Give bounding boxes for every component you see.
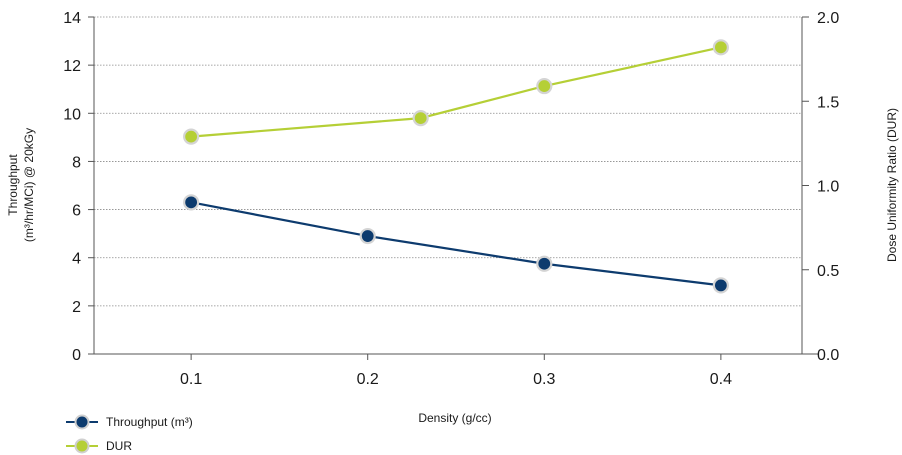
y-left-tick-label: 8 — [72, 154, 81, 171]
y-left-axis-title-line2: (m³/hr/MCi) @ 20kGy — [22, 128, 36, 242]
y-right-tick-label: 2.0 — [817, 10, 839, 27]
legend-marker-dur — [74, 438, 90, 454]
y-left-tick-label: 4 — [72, 251, 81, 268]
data-point-dur — [412, 109, 429, 127]
legend-label-throughput: Throughput (m³) — [106, 415, 193, 429]
data-point-throughput — [183, 194, 200, 211]
series-line-throughput — [190, 201, 722, 287]
x-tick-label: 0.2 — [357, 371, 379, 388]
data-point-throughput — [359, 227, 376, 245]
axes — [88, 16, 818, 360]
data-point-throughput — [536, 255, 553, 272]
y-left-tick-label: 10 — [63, 106, 81, 123]
data-point-throughput — [712, 277, 729, 294]
x-axis-title: Density (g/cc) — [418, 411, 491, 425]
x-tick-label: 0.1 — [180, 371, 202, 388]
y-left-tick-label: 0 — [72, 347, 81, 364]
x-tick-label: 0.3 — [533, 371, 555, 388]
legend-item-dur: DUR — [66, 438, 132, 454]
tick-labels: 0 2 4 6 8 10 12 14 0.0 0.5 1.0 1.5 2.0 0.1 0.2 0.3 0.4 — [63, 10, 839, 388]
series-layer — [183, 39, 729, 294]
y-left-tick-label: 2 — [72, 299, 81, 316]
series-line-dur — [191, 46, 722, 138]
y-right-tick-label: 1.0 — [817, 179, 839, 196]
legend-item-throughput: Throughput (m³) — [66, 414, 193, 430]
y-left-tick-label: 6 — [72, 203, 81, 220]
legend-label-dur: DUR — [106, 439, 132, 453]
legend-marker-throughput — [74, 414, 90, 430]
y-right-axis-title: Dose Uniformity Ratio (DUR) — [885, 108, 899, 262]
y-right-tick-label: 0.5 — [817, 263, 839, 280]
x-tick-label: 0.4 — [710, 371, 732, 388]
y-left-tick-label: 14 — [63, 10, 81, 27]
data-point-dur — [183, 128, 200, 145]
data-point-dur — [536, 77, 553, 95]
y-right-tick-label: 1.5 — [817, 94, 839, 111]
y-left-axis-title-line1: Throughput — [6, 154, 20, 216]
y-left-tick-label: 12 — [63, 58, 81, 75]
legend: Throughput (m³) DUR — [66, 414, 193, 454]
data-point-dur — [712, 39, 729, 56]
y-right-tick-label: 0.0 — [817, 347, 839, 364]
grid — [94, 16, 802, 307]
